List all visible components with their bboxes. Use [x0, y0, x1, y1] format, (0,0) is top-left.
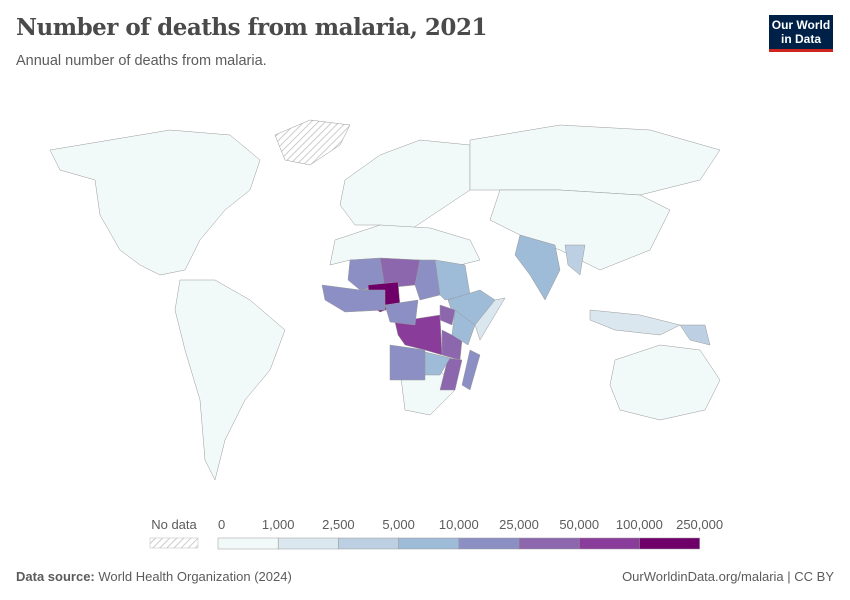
country-cameroon[interactable]	[384, 299, 419, 326]
legend-bin-swatch	[338, 537, 399, 550]
legend-bin-swatch	[518, 537, 580, 550]
legend-bin-swatch	[578, 537, 640, 550]
country-indonesia[interactable]	[589, 309, 681, 336]
legend-tick-label: 50,000	[559, 517, 599, 532]
country-kenya[interactable]	[451, 309, 476, 346]
country-north-america[interactable]	[49, 129, 261, 276]
country-myanmar[interactable]	[564, 244, 586, 276]
country-uganda[interactable]	[439, 304, 456, 326]
country-china[interactable]	[489, 189, 671, 271]
source-text: World Health Organization (2024)	[98, 569, 292, 584]
legend-bin-swatch	[639, 537, 700, 550]
legend-no-data-label: No data	[151, 517, 197, 532]
country-russia[interactable]	[469, 124, 721, 196]
legend-tick-label: 0	[218, 517, 225, 532]
country-europe[interactable]	[339, 139, 471, 231]
country-greenland[interactable]	[274, 119, 351, 166]
country-papua-new-guinea[interactable]	[679, 324, 711, 346]
source-label: Data source:	[16, 569, 95, 584]
country-guinea-coastal-west-africa[interactable]	[321, 284, 386, 313]
legend-tick-label: 25,000	[499, 517, 539, 532]
legend-tick-label: 250,000	[676, 517, 723, 532]
data-source: Data source: World Health Organization (…	[16, 569, 292, 584]
legend-tick-label: 1,000	[262, 517, 295, 532]
country-angola[interactable]	[389, 344, 426, 381]
legend-bin-swatch	[398, 537, 460, 550]
owid-logo[interactable]: Our World in Data	[769, 15, 833, 52]
legend-bin-swatch	[217, 537, 279, 550]
legend-tick-label: 2,500	[322, 517, 355, 532]
logo-line1: Our World	[771, 18, 831, 32]
legend-no-data-swatch	[149, 537, 199, 549]
country-south-america[interactable]	[174, 279, 286, 481]
chart-title: Number of deaths from malaria, 2021	[16, 14, 487, 41]
country-somalia[interactable]	[474, 297, 506, 341]
country-chad[interactable]	[414, 259, 441, 301]
legend-tick-label: 10,000	[439, 517, 479, 532]
chart-subtitle: Annual number of deaths from malaria.	[16, 53, 267, 69]
legend-bin-swatch	[277, 537, 339, 550]
footer-link[interactable]: OurWorldinData.org/malaria | CC BY	[622, 569, 834, 584]
country-india[interactable]	[514, 234, 561, 301]
country-mozambique[interactable]	[439, 357, 463, 391]
logo-line2: in Data	[780, 32, 821, 46]
world-map	[49, 119, 721, 481]
legend-tick-label: 100,000	[616, 517, 663, 532]
country-madagascar[interactable]	[461, 349, 481, 391]
country-australia[interactable]	[609, 344, 721, 421]
legend-tick-label: 5,000	[382, 517, 415, 532]
legend-bin-swatch	[458, 537, 520, 550]
country-zambia[interactable]	[424, 351, 451, 376]
country-sudan[interactable]	[434, 259, 471, 301]
